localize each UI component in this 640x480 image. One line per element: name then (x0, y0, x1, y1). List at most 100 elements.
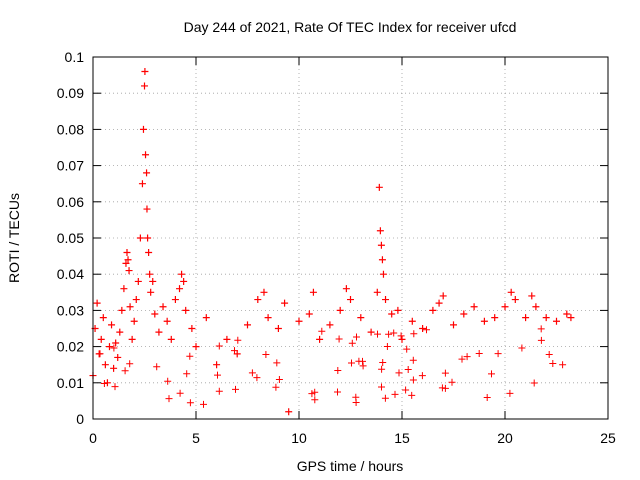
data-point (439, 292, 447, 300)
data-point (382, 296, 390, 304)
x-tick-label: 0 (89, 430, 97, 446)
data-point (244, 321, 251, 329)
data-point (122, 259, 130, 267)
chart-title: Day 244 of 2021, Rate Of TEC Index for r… (184, 19, 517, 35)
data-point (97, 335, 105, 343)
data-point (377, 241, 385, 249)
y-tick-label: 0.09 (57, 85, 84, 101)
y-tick-label: 0.06 (57, 194, 84, 210)
data-point (126, 303, 134, 311)
data-point (136, 234, 144, 242)
data-point (182, 306, 190, 314)
data-point (342, 285, 350, 293)
data-point (316, 335, 324, 343)
data-point (124, 256, 132, 264)
data-point (336, 306, 344, 314)
data-point (163, 317, 171, 325)
data-point (379, 270, 387, 278)
data-point (285, 408, 293, 416)
data-point (376, 227, 384, 235)
data-point (378, 256, 386, 264)
data-point (139, 125, 147, 133)
x-axis-label: GPS time / hours (297, 458, 404, 474)
data-point (114, 353, 122, 361)
data-point (501, 303, 509, 311)
data-point (105, 343, 113, 351)
data-point (143, 205, 151, 213)
data-point (142, 151, 150, 159)
data-point (178, 270, 186, 278)
data-point (233, 350, 241, 358)
grid-lines (93, 57, 608, 419)
data-point (347, 296, 354, 304)
data-point (408, 317, 416, 325)
data-point (110, 364, 118, 372)
x-tick-label: 20 (497, 430, 513, 446)
data-point (138, 180, 146, 188)
data-point (528, 292, 536, 300)
data-point (398, 335, 406, 343)
data-point (99, 314, 107, 322)
data-point (147, 288, 155, 296)
data-point (367, 328, 375, 336)
data-point (567, 314, 575, 322)
background-point-cloud (96, 325, 567, 408)
data-point (192, 343, 200, 351)
data-point (180, 277, 188, 285)
data-point (141, 82, 148, 90)
data-point (281, 299, 289, 307)
data-point (480, 317, 488, 325)
data-point (202, 314, 210, 322)
data-point (373, 288, 381, 296)
data-point (264, 314, 272, 322)
y-tick-label: 0.07 (57, 158, 84, 174)
y-tick-label: 0.03 (57, 302, 84, 318)
y-tick-labels: 0 0.01 0.02 0.03 0.04 0.05 0.06 0.07 0.08 0.09 0.1 (57, 49, 84, 427)
data-point (429, 306, 437, 314)
data-point (254, 296, 262, 304)
data-point (108, 321, 116, 329)
data-point (532, 303, 540, 311)
data-point (295, 317, 303, 325)
data-point (522, 314, 530, 322)
data-point (143, 169, 151, 177)
data-point (470, 303, 478, 311)
data-point (309, 288, 317, 296)
data-point (95, 350, 103, 358)
axis-ticks (92, 56, 609, 420)
data-point (563, 310, 571, 318)
data-point (130, 317, 138, 325)
data-point (141, 67, 149, 75)
y-tick-label: 0.1 (65, 49, 85, 65)
data-point (274, 325, 282, 332)
data-point (167, 335, 175, 343)
x-tick-label: 25 (600, 430, 616, 446)
data-point (188, 325, 196, 332)
data-point (155, 328, 163, 336)
data-point (491, 314, 499, 322)
data-point (388, 310, 396, 318)
data-point (394, 306, 402, 314)
x-tick-label: 10 (291, 430, 307, 446)
data-point (134, 277, 142, 285)
data-point (116, 328, 124, 336)
data-point (305, 310, 313, 318)
data-point (101, 361, 109, 369)
data-point (145, 248, 153, 256)
data-point (542, 314, 550, 322)
data-points (89, 67, 575, 416)
data-point (103, 379, 111, 387)
data-point (151, 310, 159, 318)
data-point (120, 285, 128, 293)
y-tick-label: 0 (76, 411, 84, 427)
data-point (326, 321, 334, 329)
y-tick-label: 0.04 (57, 266, 84, 282)
x-tick-label: 5 (192, 430, 200, 446)
data-point (553, 317, 560, 325)
data-point (419, 325, 427, 332)
data-point (357, 314, 365, 322)
data-point (223, 335, 231, 343)
data-point (128, 335, 136, 343)
data-point (112, 339, 120, 347)
